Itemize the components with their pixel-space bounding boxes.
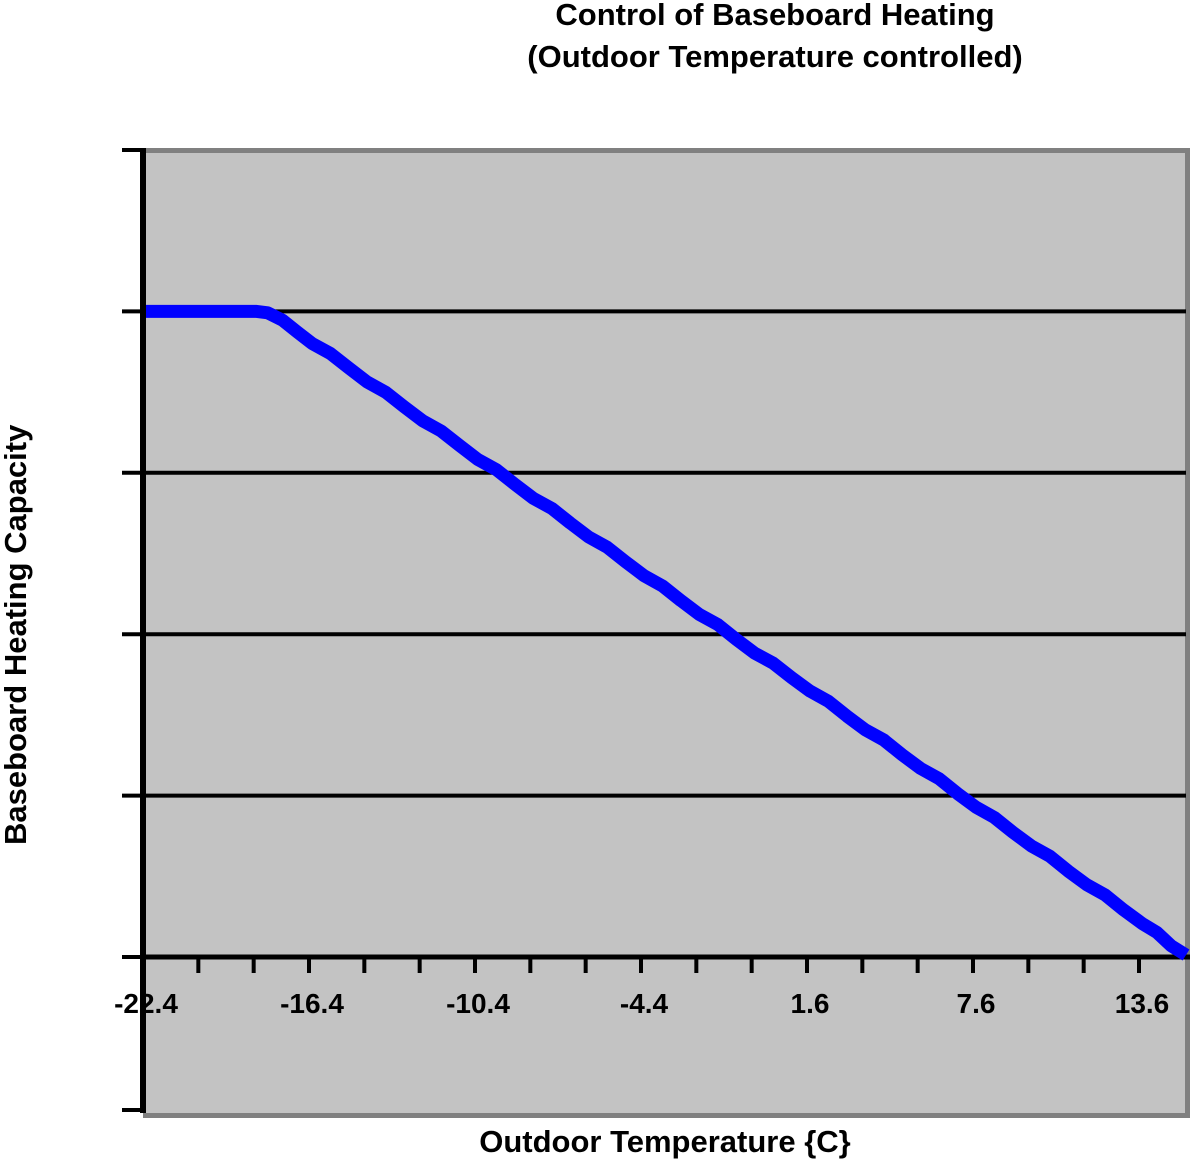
x-tick-label: -4.4 xyxy=(619,988,669,1019)
x-tick-label: 1.6 xyxy=(790,988,830,1019)
x-tick-label: -16.4 xyxy=(280,988,344,1019)
y-axis-title: Baseboard Heating Capacity xyxy=(0,424,33,846)
x-tick-label: 13.6 xyxy=(1114,988,1170,1019)
chart-title: Control of Baseboard Heating xyxy=(555,0,995,32)
x-tick-label: 7.6 xyxy=(956,988,996,1019)
x-tick-label: -22.4 xyxy=(114,988,178,1019)
x-tick-label: -10.4 xyxy=(446,988,510,1019)
chart-subtitle: (Outdoor Temperature controlled) xyxy=(527,39,1023,74)
x-axis-title: Outdoor Temperature {C} xyxy=(479,1124,851,1159)
data-line-baseboard-capacity xyxy=(146,304,1190,961)
